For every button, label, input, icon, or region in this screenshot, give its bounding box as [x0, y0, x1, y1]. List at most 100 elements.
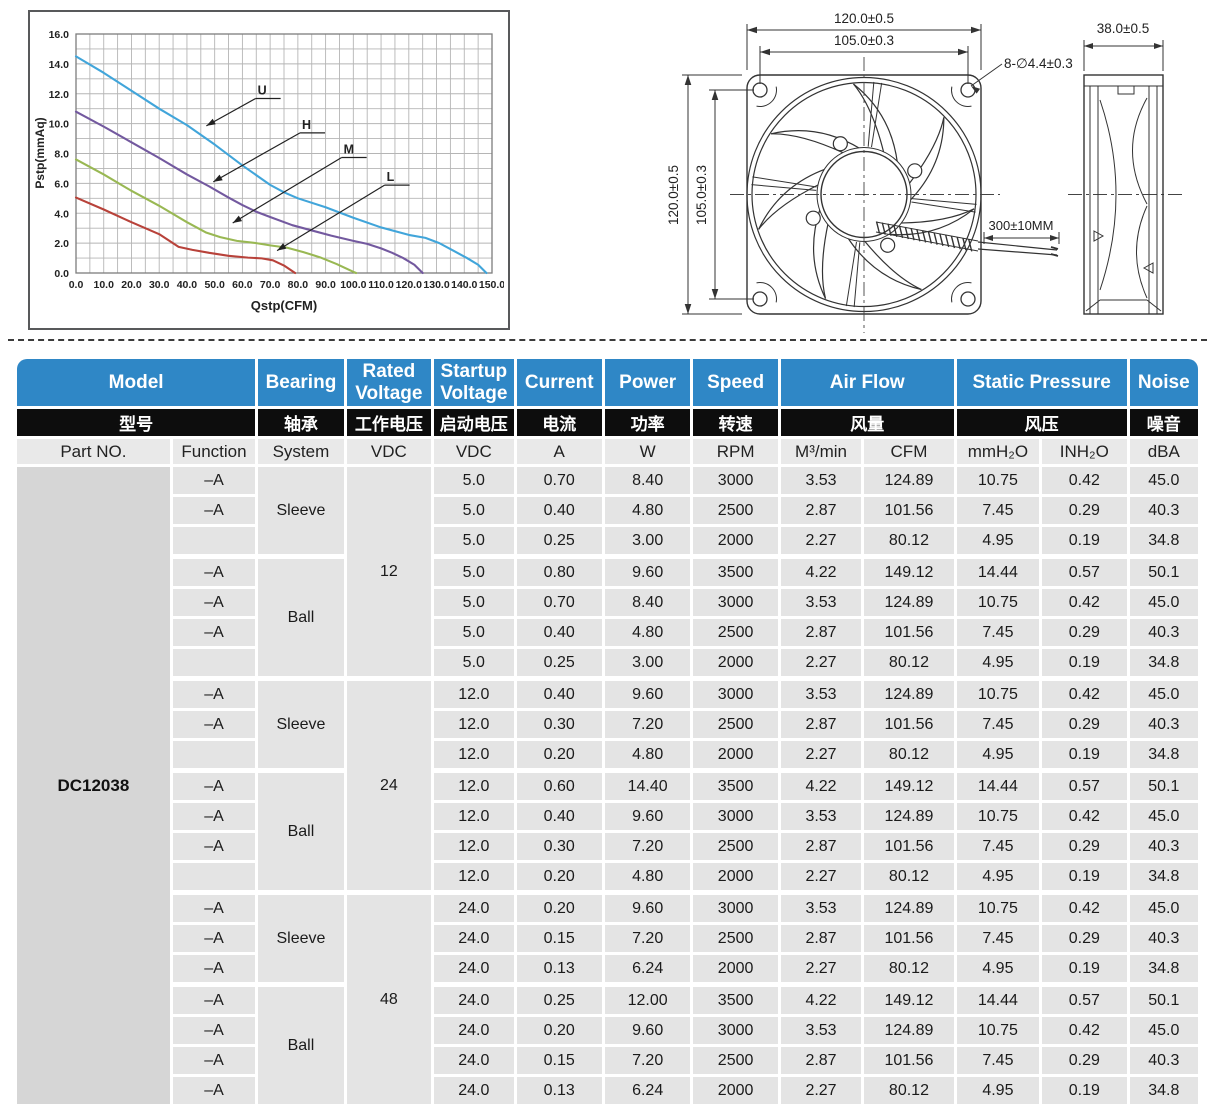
value-cell: 4.80	[604, 741, 691, 768]
svg-text:90.0: 90.0	[315, 279, 336, 291]
value-cell: 12.0	[434, 863, 514, 890]
value-cell: 3.00	[604, 649, 691, 676]
value-cell: 0.29	[1042, 711, 1127, 738]
value-cell: 34.8	[1129, 741, 1198, 768]
table-row: –A 24.0 0.13 6.24 2000 2.27 80.12 4.95 0.19 34.8	[17, 955, 1198, 982]
header-en-1: Bearing	[258, 359, 344, 406]
value-cell: 4.22	[780, 771, 862, 800]
value-cell: 10.75	[956, 893, 1040, 922]
value-cell: 8.40	[604, 589, 691, 616]
value-cell: 0.19	[1042, 1077, 1127, 1104]
value-cell: 2000	[693, 955, 778, 982]
value-cell: 12.0	[434, 711, 514, 738]
value-cell: 80.12	[864, 649, 954, 676]
value-cell: 0.57	[1042, 557, 1127, 586]
value-cell: 24.0	[434, 985, 514, 1014]
value-cell: 0.15	[516, 925, 602, 952]
value-cell: 0.29	[1042, 1047, 1127, 1074]
value-cell: 7.20	[604, 711, 691, 738]
value-cell: 0.25	[516, 527, 602, 554]
table-row: –A 12.0 0.40 9.60 3000 3.53 124.89 10.75 0.42 45.…	[17, 803, 1198, 830]
svg-text:20.0: 20.0	[121, 279, 142, 291]
value-cell: 4.95	[956, 649, 1040, 676]
header-unit-11: INH₂O	[1042, 439, 1127, 464]
value-cell: 24.0	[434, 925, 514, 952]
value-cell: 4.95	[956, 527, 1040, 554]
dim-wire-length-label: 300±10MM	[989, 218, 1054, 233]
svg-text:16.0: 16.0	[49, 29, 70, 41]
value-cell: 2.27	[780, 1077, 862, 1104]
function-cell: –A	[172, 467, 256, 494]
header-unit-0: Part NO.	[17, 439, 170, 464]
value-cell: 2.27	[780, 741, 862, 768]
value-cell: 2.27	[780, 527, 862, 554]
value-cell: 5.0	[434, 467, 514, 494]
value-cell: 149.12	[864, 771, 954, 800]
value-cell: 2.27	[780, 649, 862, 676]
value-cell: 45.0	[1129, 803, 1198, 830]
value-cell: 0.19	[1042, 649, 1127, 676]
rated-voltage-cell: 48	[346, 893, 432, 1104]
value-cell: 12.0	[434, 833, 514, 860]
value-cell: 12.0	[434, 679, 514, 708]
svg-text:120.0: 120.0	[396, 279, 422, 291]
value-cell: 3.53	[780, 893, 862, 922]
value-cell: 40.3	[1129, 925, 1198, 952]
dim-frame-height-label: 120.0±0.5	[666, 165, 681, 225]
value-cell: 80.12	[864, 741, 954, 768]
value-cell: 2000	[693, 863, 778, 890]
value-cell: 0.42	[1042, 803, 1127, 830]
table-row: 5.0 0.25 3.00 2000 2.27 80.12 4.95 0.19 34.8	[17, 527, 1198, 554]
value-cell: 34.8	[1129, 1077, 1198, 1104]
value-cell: 0.42	[1042, 1017, 1127, 1044]
value-cell: 80.12	[864, 863, 954, 890]
value-cell: 2.27	[780, 863, 862, 890]
svg-text:6.0: 6.0	[54, 178, 69, 190]
value-cell: 12.0	[434, 741, 514, 768]
value-cell: 2000	[693, 649, 778, 676]
header-en-0: Model	[17, 359, 256, 406]
performance-chart: 0.0 10.0 20.0 30.0 40.0 50.0 60.0 70.0 80.0 90.0 1…	[28, 10, 510, 330]
header-en-9: Noise	[1129, 359, 1198, 406]
value-cell: 2500	[693, 833, 778, 860]
value-cell: 2500	[693, 619, 778, 646]
value-cell: 0.70	[516, 589, 602, 616]
value-cell: 5.0	[434, 619, 514, 646]
value-cell: 14.40	[604, 771, 691, 800]
value-cell: 34.8	[1129, 955, 1198, 982]
header-en-4: Current	[516, 359, 602, 406]
value-cell: 7.20	[604, 925, 691, 952]
value-cell: 34.8	[1129, 527, 1198, 554]
value-cell: 2.87	[780, 497, 862, 524]
table-row: –A 24.0 0.13 6.24 2000 2.27 80.12 4.95 0.19 34.8	[17, 1077, 1198, 1104]
value-cell: 7.20	[604, 833, 691, 860]
value-cell: 24.0	[434, 1077, 514, 1104]
header-unit-12: dBA	[1129, 439, 1198, 464]
value-cell: 9.60	[604, 803, 691, 830]
value-cell: 3500	[693, 985, 778, 1014]
value-cell: 0.57	[1042, 771, 1127, 800]
svg-text:12.0: 12.0	[49, 89, 70, 101]
table-row: –A 5.0 0.70 8.40 3000 3.53 124.89 10.75 0.42 45.0	[17, 589, 1198, 616]
value-cell: 9.60	[604, 893, 691, 922]
value-cell: 3.53	[780, 803, 862, 830]
value-cell: 12.0	[434, 771, 514, 800]
value-cell: 40.3	[1129, 833, 1198, 860]
value-cell: 12.00	[604, 985, 691, 1014]
bearing-system-cell: Ball	[258, 985, 344, 1104]
svg-text:M: M	[344, 143, 354, 157]
function-cell: –A	[172, 1077, 256, 1104]
value-cell: 4.95	[956, 1077, 1040, 1104]
value-cell: 124.89	[864, 1017, 954, 1044]
value-cell: 4.95	[956, 741, 1040, 768]
value-cell: 124.89	[864, 679, 954, 708]
dim-depth-label: 38.0±0.5	[1097, 21, 1149, 36]
value-cell: 149.12	[864, 985, 954, 1014]
header-zh-6: 转速	[693, 409, 778, 436]
value-cell: 50.1	[1129, 557, 1198, 586]
header-unit-4: VDC	[434, 439, 514, 464]
header-en-6: Speed	[693, 359, 778, 406]
value-cell: 24.0	[434, 893, 514, 922]
value-cell: 0.57	[1042, 985, 1127, 1014]
value-cell: 0.40	[516, 619, 602, 646]
